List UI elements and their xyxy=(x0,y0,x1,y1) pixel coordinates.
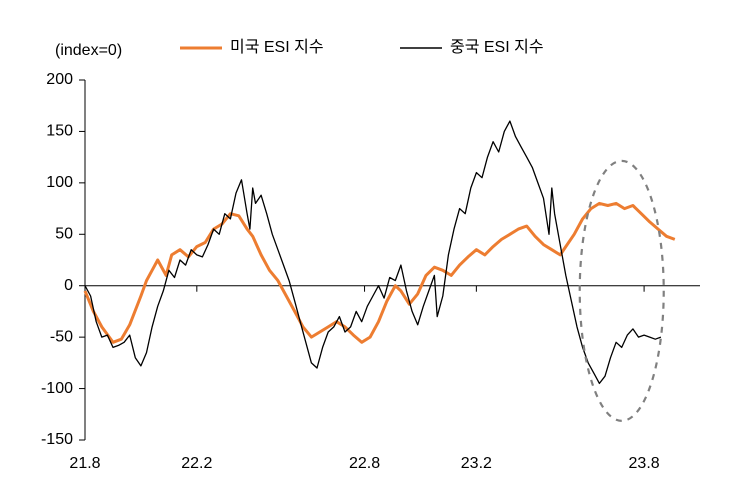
y-tick-label: 50 xyxy=(55,226,73,243)
chart-svg: -150 -100 -50 0 50 100 150 200 21.8 22.2 22.8 23.2 2… xyxy=(0,0,739,500)
y-tick-label: -50 xyxy=(50,328,73,345)
y-tick-label: 150 xyxy=(46,123,73,140)
x-tick-label: 21.8 xyxy=(69,455,100,472)
x-tick-label: 22.2 xyxy=(181,455,212,472)
x-tick-label: 23.2 xyxy=(461,455,492,472)
legend-label: 미국 ESI 지수 xyxy=(230,38,324,56)
legend-label: 중국 ESI 지수 xyxy=(450,38,544,56)
y-tick-label: -100 xyxy=(41,380,73,397)
esi-chart: -150 -100 -50 0 50 100 150 200 21.8 22.2 22.8 23.2 2… xyxy=(0,0,739,500)
y-tick-label: 200 xyxy=(46,71,73,88)
x-tick-label: 23.8 xyxy=(629,455,660,472)
y-axis-unit-label: (index=0) xyxy=(55,42,122,59)
y-tick-label: -150 xyxy=(41,431,73,448)
y-tick-label: 0 xyxy=(64,277,73,294)
x-tick-label: 22.8 xyxy=(349,455,380,472)
y-tick-label: 100 xyxy=(46,174,73,191)
